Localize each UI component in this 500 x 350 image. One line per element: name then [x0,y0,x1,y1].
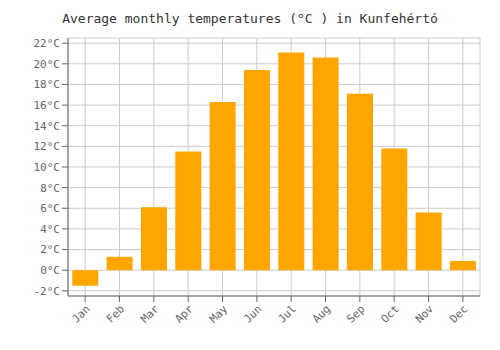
svg-text:22°C: 22°C [34,37,61,50]
svg-text:Oct: Oct [379,302,402,325]
svg-text:Sep: Sep [344,302,367,325]
svg-text:Jan: Jan [70,302,93,325]
svg-text:Dec: Dec [447,302,470,325]
svg-text:Jul: Jul [276,302,299,325]
svg-text:Nov: Nov [413,302,437,326]
svg-text:4°C: 4°C [40,223,60,236]
svg-text:8°C: 8°C [40,182,60,195]
svg-text:2°C: 2°C [40,243,60,256]
svg-text:14°C: 14°C [34,120,61,133]
svg-text:16°C: 16°C [34,99,61,112]
svg-text:12°C: 12°C [34,140,61,153]
svg-text:18°C: 18°C [34,78,61,91]
svg-text:10°C: 10°C [34,161,61,174]
svg-text:0°C: 0°C [40,264,60,277]
svg-text:Aug: Aug [310,302,333,325]
svg-text:Mar: Mar [138,302,162,326]
svg-text:-2°C: -2°C [34,285,61,298]
svg-text:6°C: 6°C [40,202,60,215]
svg-text:May: May [207,302,231,326]
html-text:Average monthly temperatures (: Average monthly temperatures (°C ) in Ku… [62,11,438,26]
svg-text:Apr: Apr [173,302,197,326]
svg-text:Feb: Feb [104,302,127,325]
svg-text:20°C: 20°C [34,58,61,71]
svg-text:Jun: Jun [241,302,264,325]
